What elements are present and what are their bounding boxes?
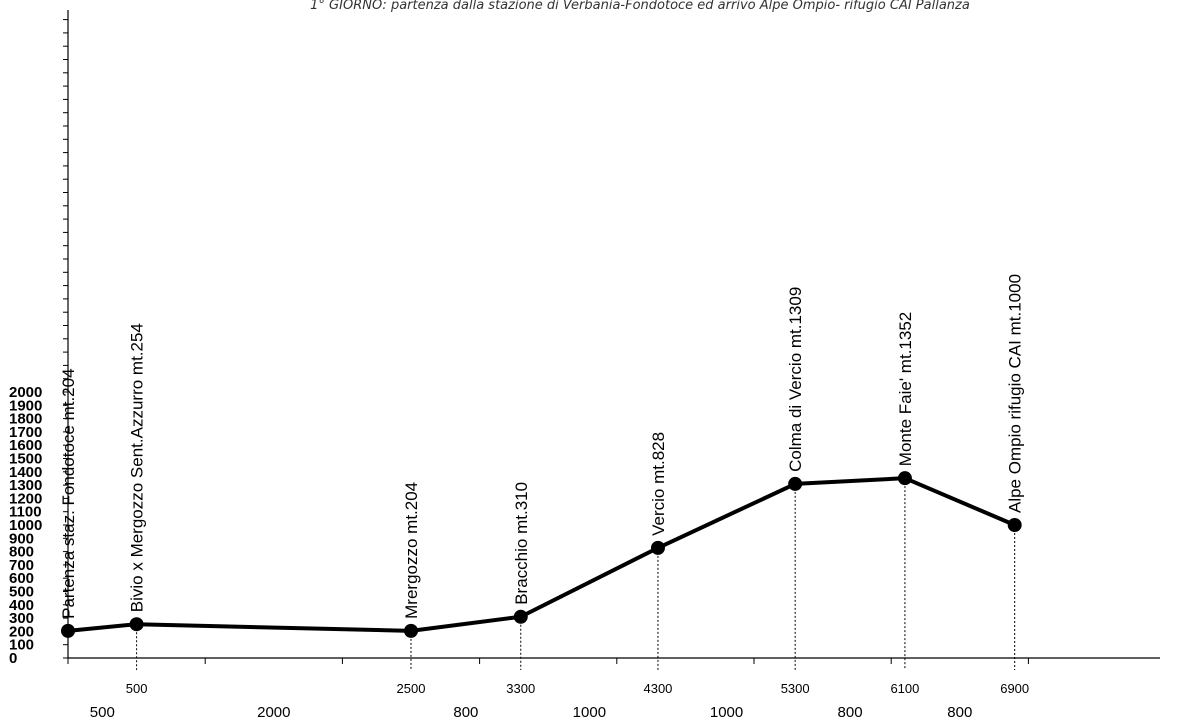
y-tick-label: 1000 [9, 517, 42, 534]
x-tick-label: 5300 [781, 681, 810, 696]
segment-distance: 800 [947, 704, 972, 721]
y-tick-label: 1400 [9, 464, 42, 481]
x-tick-label: 6900 [1000, 681, 1029, 696]
point-label: Partenza staz. Fondotoce mt.204 [59, 368, 78, 618]
point-label: Mrergozzo mt.204 [402, 482, 421, 619]
y-tick-label: 900 [9, 530, 34, 547]
point-label: Bivio x Mergozzo Sent.Azzurro mt.254 [128, 323, 147, 612]
y-tick-label: 1700 [9, 424, 42, 441]
x-tick-label: 4300 [643, 681, 672, 696]
y-ticks: 2000190018001700160015001400130012001100… [9, 384, 42, 667]
point-label: Colma di Vercio mt.1309 [786, 287, 805, 472]
segment-distance: 1000 [710, 704, 743, 721]
segment-distances: 500 2000 800 1000 1000 800 800 [90, 704, 973, 721]
y-tick-label: 2000 [9, 384, 42, 401]
y-tick-label: 200 [9, 623, 34, 640]
data-point-marker [1007, 518, 1022, 532]
segment-distance: 800 [838, 704, 863, 721]
point-labels: Partenza staz. Fondotoce mt.204 Bivio x M… [59, 274, 1025, 619]
axes [63, 10, 1160, 664]
x-tick-label: 6100 [890, 681, 919, 696]
data-point-marker [129, 617, 144, 632]
y-tick-label: 1200 [9, 490, 42, 507]
y-tick-label: 800 [9, 544, 34, 561]
point-label: Alpe Ompio rifugio CAI mt.1000 [1006, 274, 1025, 513]
y-tick-label: 1100 [9, 504, 42, 521]
y-tick-label: 1300 [9, 477, 42, 494]
y-tick-label: 400 [9, 597, 34, 614]
point-label: Monte Faie' mt.1352 [896, 312, 915, 466]
segment-distance: 2000 [257, 704, 290, 721]
x-tick-label: 3300 [506, 681, 535, 696]
data-point-marker [650, 540, 665, 555]
point-label: Bracchio mt.310 [512, 482, 531, 605]
drop-lines [136, 478, 1016, 670]
y-tick-label: 100 [9, 637, 34, 654]
point-label: Vercio mt.828 [649, 432, 668, 536]
y-tick-label: 600 [9, 570, 34, 587]
data-point-marker [897, 471, 912, 486]
y-tick-label: 1900 [9, 397, 42, 414]
y-tick-label: 1500 [9, 451, 42, 468]
x-ticks: 500 2500 3300 4300 5300 6100 6900 [126, 681, 1029, 696]
data-point-marker [513, 609, 528, 624]
x-tick-label: 2500 [397, 681, 426, 696]
chart-title: 1° GIORNO: partenza dalla stazione di Ve… [310, 0, 970, 13]
data-point-marker [404, 623, 418, 638]
y-tick-label: 300 [9, 610, 34, 627]
x-tick-label: 500 [126, 681, 148, 696]
y-tick-label: 1800 [9, 411, 42, 428]
y-tick-label: 700 [9, 557, 34, 574]
elevation-line [67, 476, 1016, 633]
data-point-marker [61, 623, 75, 638]
segment-distance: 1000 [573, 704, 606, 721]
data-point-marker [788, 476, 803, 491]
segment-distance: 500 [90, 704, 115, 721]
y-tick-label: 500 [9, 584, 34, 601]
y-tick-label: 1600 [9, 437, 42, 454]
data-points [61, 471, 1022, 638]
series-line [67, 476, 1016, 633]
segment-distance: 800 [453, 704, 478, 721]
y-tick-label: 0 [9, 650, 17, 667]
